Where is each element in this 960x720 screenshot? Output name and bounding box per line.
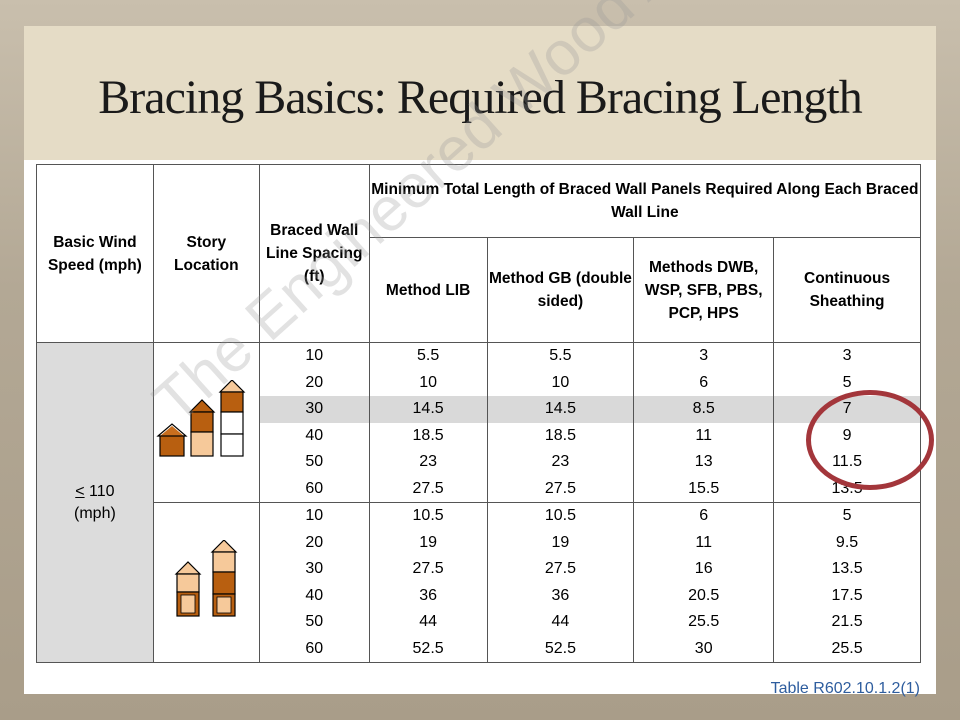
- table-cell: 40: [305, 426, 324, 444]
- two-story-house-icon: [174, 561, 202, 617]
- table-cell: 60: [305, 479, 324, 497]
- table-cell: 40: [305, 586, 324, 604]
- wind-speed-unit: (mph): [74, 504, 116, 522]
- table-cell: 50: [305, 613, 324, 630]
- table-cell: 3: [699, 347, 709, 364]
- group2-spacing: 10 20 30 40 50 60: [258, 502, 370, 663]
- table-cell: 8.5: [634, 396, 774, 423]
- table-cell: 27.5: [544, 479, 576, 497]
- table-cell: 21.5: [831, 613, 863, 630]
- table-cell: 27.5: [544, 560, 576, 577]
- header-methods-wsp: Methods DWB, WSP, SFB, PBS, PCP, HPS: [633, 237, 775, 343]
- three-story-house-icon: [210, 539, 238, 617]
- table-cell: 20: [305, 533, 324, 551]
- table-cell: 14.5: [487, 396, 634, 423]
- group2-methods: 6 11 16 20.5 25.5 30: [633, 502, 775, 663]
- story-location-icons: [156, 379, 246, 457]
- story-icons-cell: [152, 342, 260, 503]
- highlight-circle: [806, 390, 934, 490]
- table-cell: 27.5: [412, 560, 444, 577]
- header-wind-speed: Basic Wind Speed (mph): [36, 164, 154, 343]
- table-cell: 5: [842, 373, 852, 391]
- table-cell: 50: [305, 453, 324, 470]
- table-cell: 23: [419, 453, 437, 470]
- table-cell: 14.5: [369, 396, 487, 423]
- table-cell: 9.5: [835, 533, 859, 551]
- table-cell: 18.5: [412, 426, 444, 444]
- table-cell: 17.5: [831, 586, 863, 604]
- table-cell: 36: [419, 586, 437, 604]
- table-cell: 23: [551, 453, 570, 470]
- header-method-gb: Method GB (double sided): [486, 237, 635, 343]
- less-equal-symbol: <: [75, 482, 85, 500]
- group2-lib: 10.5 19 27.5 36 44 52.5: [368, 502, 488, 663]
- table-cell: 3: [842, 347, 852, 364]
- table-cell: 16: [694, 560, 713, 577]
- header-story-location: Story Location: [152, 164, 260, 343]
- table-cell: 6: [699, 373, 709, 391]
- table-cell: 52.5: [544, 639, 576, 657]
- story-icons-cell: [152, 502, 260, 663]
- table-cell: 20: [305, 373, 324, 391]
- bracing-table: Basic Wind Speed (mph) Story Location Br…: [36, 164, 922, 663]
- group2-gb: 10.5 19 27.5 36 44 52.5: [486, 502, 635, 663]
- table-cell: 6: [699, 507, 709, 524]
- table-cell: 52.5: [412, 639, 444, 657]
- table-cell: 10: [419, 373, 437, 391]
- slide: Bracing Basics: Required Bracing Length …: [24, 26, 936, 694]
- wind-speed-value: 110: [89, 482, 115, 500]
- header-method-lib: Method LIB: [368, 237, 488, 343]
- table-cell: 10: [551, 373, 570, 391]
- table-cell: 11: [695, 426, 712, 444]
- story-location-icons-lower: [174, 539, 238, 617]
- table-cell: 10.5: [412, 507, 444, 524]
- table-cell: 25.5: [831, 639, 863, 657]
- table-reference: Table R602.10.1.2(1): [770, 680, 920, 697]
- header-min-length: Minimum Total Length of Braced Wall Pane…: [368, 164, 922, 238]
- table-cell: 27.5: [412, 479, 444, 497]
- group1-methods: 3 6 8.5 11 13 15.5: [633, 342, 775, 503]
- table-cell: 10: [305, 347, 324, 364]
- table-cell: 13: [694, 453, 713, 470]
- table-cell: 5: [842, 507, 852, 524]
- group2-continuous: 5 9.5 13.5 17.5 21.5 25.5: [773, 502, 921, 663]
- table-cell: 11: [695, 533, 712, 551]
- header-continuous: Continuous Sheathing: [773, 237, 921, 343]
- table-cell: 13.5: [831, 560, 863, 577]
- header-spacing: Braced Wall Line Spacing (ft): [258, 164, 370, 343]
- table-cell: 10: [305, 507, 324, 524]
- slide-title: Bracing Basics: Required Bracing Length: [98, 71, 862, 124]
- table-cell: 5.5: [549, 347, 572, 364]
- header-band: [24, 26, 936, 160]
- two-story-house-icon: [188, 399, 216, 457]
- table-cell: 19: [419, 533, 437, 551]
- table-cell: 5.5: [416, 347, 440, 364]
- wind-speed-cell: < 110 (mph): [36, 342, 154, 663]
- group1-gb: 5.5 10 14.5 18.5 23 27.5: [486, 342, 635, 503]
- one-story-house-icon: [156, 423, 188, 457]
- group1-spacing: 10 20 30 40 50 60: [258, 342, 370, 503]
- table-cell: 36: [551, 586, 570, 604]
- table-cell: 60: [305, 639, 324, 657]
- table-cell: 30: [305, 560, 324, 577]
- table-cell: 19: [551, 533, 570, 551]
- three-story-house-icon: [218, 379, 246, 457]
- table-cell: 30: [259, 396, 369, 423]
- group1-lib: 5.5 10 14.5 18.5 23 27.5: [368, 342, 488, 503]
- table-cell: 30: [694, 639, 713, 657]
- table-cell: 25.5: [688, 613, 720, 630]
- table-cell: 44: [419, 613, 437, 630]
- table-cell: 18.5: [544, 426, 576, 444]
- table-cell: 10.5: [544, 507, 576, 524]
- table-cell: 20.5: [688, 586, 720, 604]
- table-cell: 44: [551, 613, 570, 630]
- table-cell: 15.5: [688, 479, 720, 497]
